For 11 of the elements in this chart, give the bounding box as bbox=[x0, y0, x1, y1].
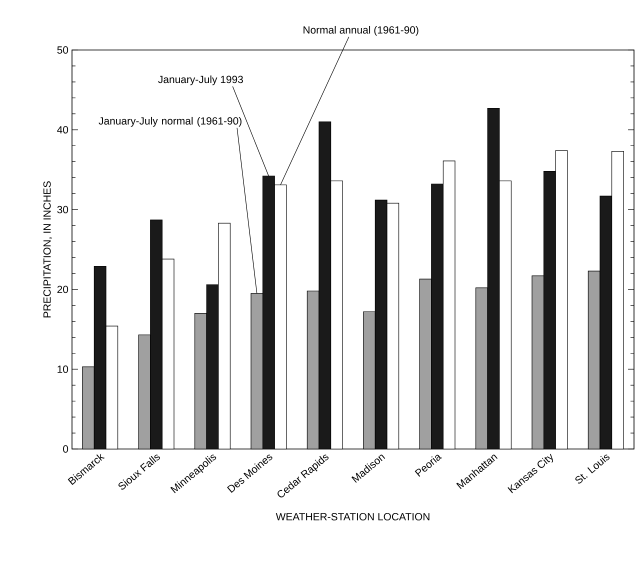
y-tick-label: 50 bbox=[57, 46, 68, 54]
x-axis-title: WEATHER-STATION LOCATION bbox=[276, 513, 430, 520]
y-tick-label: 10 bbox=[58, 366, 68, 373]
y-tick-label: 30 bbox=[57, 206, 68, 214]
y-tick-label: 40 bbox=[57, 126, 68, 134]
y-axis-title: PRECIPITATION, IN INCHES bbox=[43, 181, 52, 318]
text: Normal annual (1961-90) bbox=[304, 26, 418, 36]
y-tick-label: 20 bbox=[57, 286, 68, 294]
y-tick-label: 0 bbox=[63, 445, 68, 453]
text: January-July normal (1961-90) bbox=[98, 116, 242, 127]
text: January-July 1993 bbox=[158, 75, 243, 86]
